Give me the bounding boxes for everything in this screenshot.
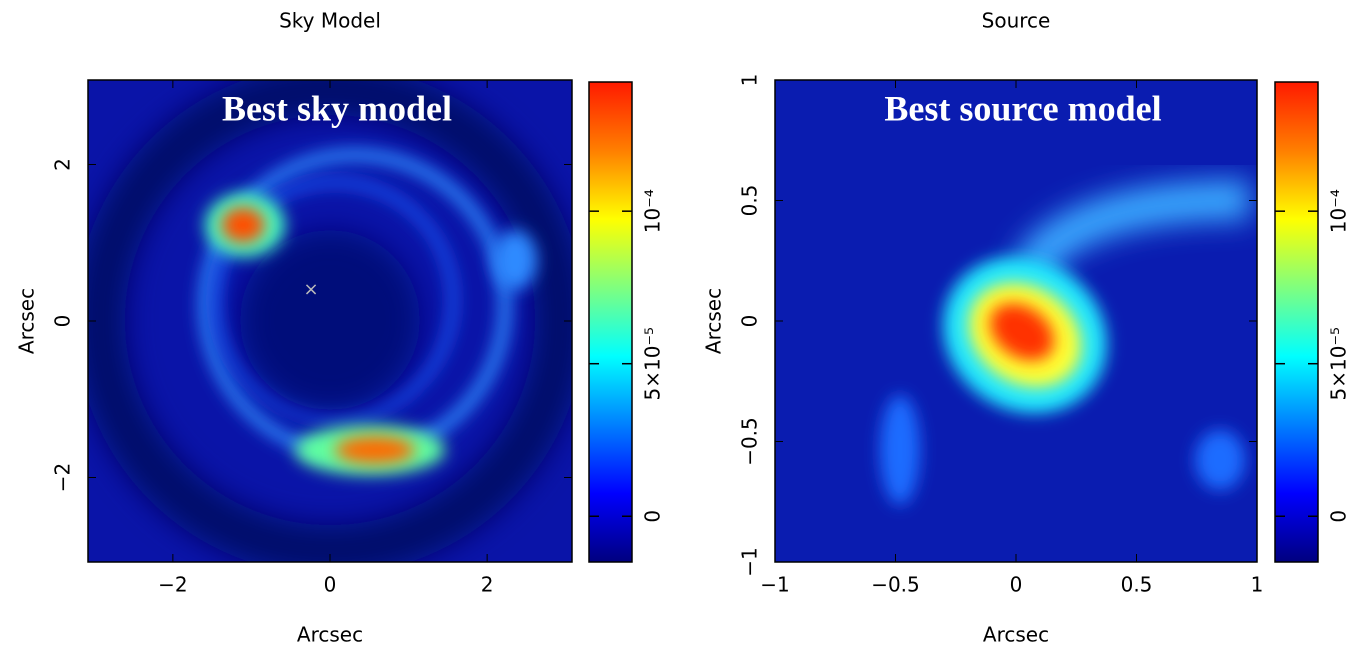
colorbar-tick-label: 10⁻⁴	[1327, 189, 1346, 233]
y-tick-label: 2	[51, 158, 75, 171]
y-tick-label: 0	[51, 315, 75, 328]
colorbar-tick-label: 0	[1327, 510, 1346, 523]
x-tick-label: 0	[324, 573, 337, 597]
annotation: Best source model	[884, 88, 1161, 128]
chart-title: Sky Model	[279, 9, 381, 33]
x-axis-label: Arcsec	[983, 623, 1049, 647]
chart-title: Source	[982, 9, 1051, 33]
x-tick-label: 1	[1251, 573, 1264, 597]
colorbar-tick-label: 10⁻⁴	[641, 189, 665, 233]
sky-image: ×	[88, 80, 572, 562]
y-tick-label: 1	[738, 74, 762, 87]
center-marker: ×	[303, 279, 318, 300]
x-tick-label: −0.5	[871, 573, 920, 597]
x-tick-label: 2	[481, 573, 494, 597]
colorbar	[1274, 81, 1319, 563]
x-tick-label: 0	[1010, 573, 1023, 597]
y-tick-label: −0.5	[738, 417, 762, 466]
x-tick-label: 0.5	[1121, 573, 1153, 597]
x-tick-label: −2	[158, 573, 187, 597]
colorbar-tick-label: 0	[641, 510, 665, 523]
x-axis-label: Arcsec	[297, 623, 363, 647]
y-axis-label: Arcsec	[702, 288, 726, 354]
colorbar-tick-label: 5×10⁻⁵	[641, 327, 665, 401]
y-tick-label: −2	[51, 463, 75, 492]
colorbar	[588, 81, 633, 563]
y-axis-label: Arcsec	[15, 288, 39, 354]
source-image	[775, 80, 1257, 562]
colorbar-tick-label: 5×10⁻⁵	[1327, 327, 1346, 401]
y-tick-label: −1	[738, 547, 762, 576]
y-tick-label: 0.5	[738, 185, 762, 217]
y-tick-label: 0	[738, 315, 762, 328]
x-tick-label: −1	[760, 573, 789, 597]
annotation: Best sky model	[222, 88, 452, 128]
